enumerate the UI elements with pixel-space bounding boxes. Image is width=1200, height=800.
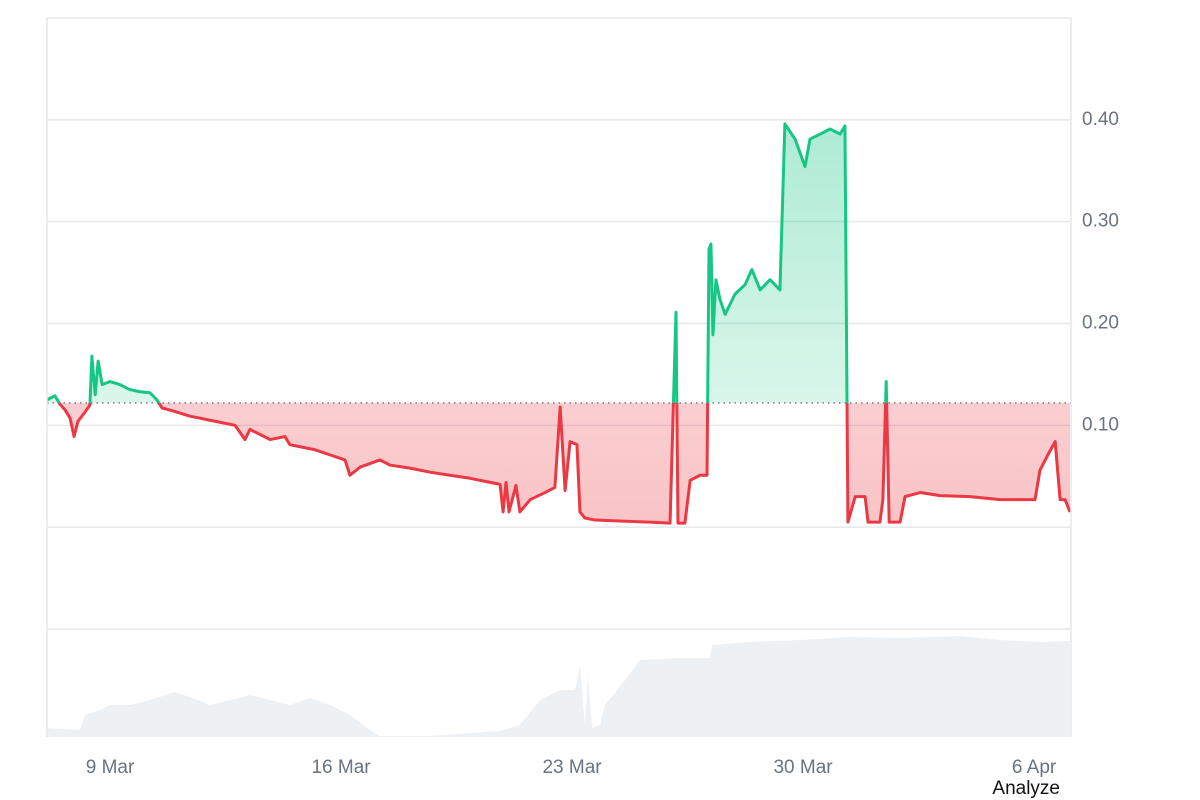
area-above — [47, 123, 887, 403]
y-tick-label: 0.10 — [1082, 414, 1119, 435]
area-below — [47, 402, 1071, 524]
x-tick-label: 16 Mar — [311, 757, 371, 778]
x-tick-label: 9 Mar — [86, 757, 135, 778]
x-tick-label: 30 Mar — [773, 757, 833, 778]
y-tick-label: 0.20 — [1082, 313, 1119, 334]
price-line-below — [57, 402, 1072, 525]
analyze-link[interactable]: Analyze — [992, 778, 1060, 799]
frame — [46, 17, 1072, 737]
y-tick-label: 0.40 — [1082, 109, 1119, 130]
x-tick-label: 6 Apr — [1012, 757, 1057, 778]
y-tick-label: 0.30 — [1082, 211, 1119, 232]
volume-area — [47, 636, 1071, 737]
x-tick-label: 23 Mar — [542, 757, 602, 778]
